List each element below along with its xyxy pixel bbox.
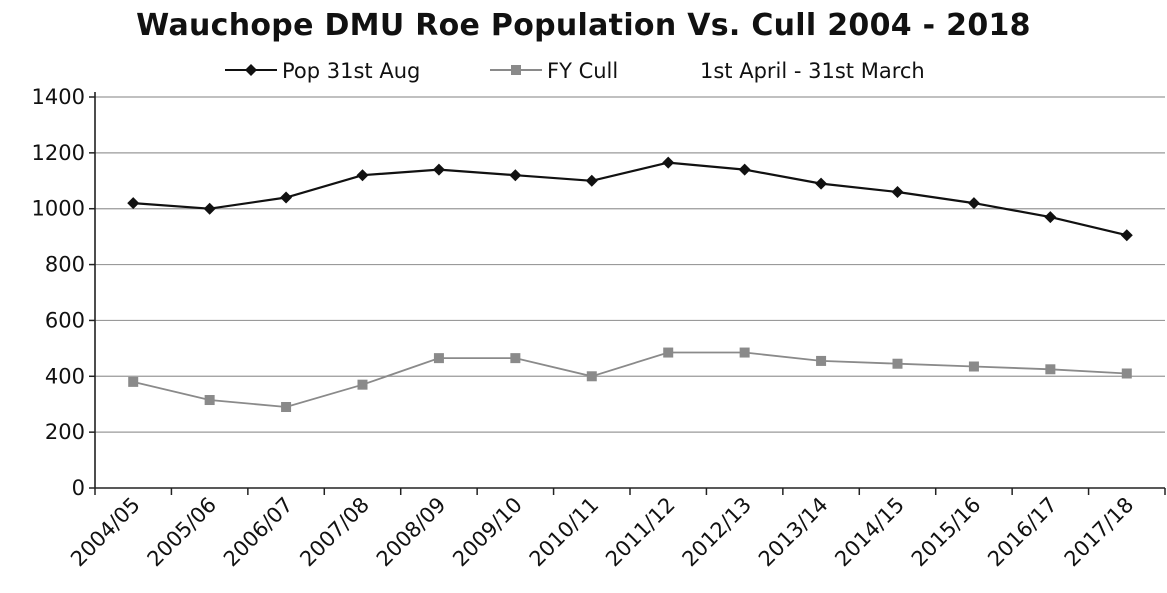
legend-marker <box>511 65 521 75</box>
y-tick-label: 600 <box>45 308 85 332</box>
x-tick-label: 2006/07 <box>219 493 298 572</box>
x-tick-label: 2007/08 <box>295 493 374 572</box>
legend-label: FY Cull <box>547 59 618 83</box>
data-point <box>967 197 980 210</box>
data-point <box>509 169 522 182</box>
x-tick-label: 2012/13 <box>678 493 757 572</box>
x-tick-label: 2011/12 <box>601 493 680 572</box>
chart-title: Wauchope DMU Roe Population Vs. Cull 200… <box>136 8 1031 43</box>
y-tick-label: 200 <box>45 420 85 444</box>
x-tick-label: 2013/14 <box>754 493 833 572</box>
x-tick-label: 2004/05 <box>66 493 145 572</box>
y-tick-label: 1400 <box>32 85 85 109</box>
data-point <box>738 163 751 176</box>
data-point <box>203 202 216 215</box>
data-point <box>432 163 445 176</box>
data-point <box>281 402 292 413</box>
data-point <box>127 197 140 210</box>
legend-label: Pop 31st Aug <box>282 59 420 83</box>
data-point <box>204 395 215 406</box>
data-point <box>357 379 368 390</box>
data-point <box>1045 364 1056 375</box>
data-point <box>1120 229 1133 242</box>
data-point <box>280 191 293 204</box>
data-point <box>356 169 369 182</box>
data-point <box>739 347 750 358</box>
series-line <box>132 351 1127 408</box>
data-point <box>586 371 597 382</box>
data-point <box>433 353 444 364</box>
data-point <box>1044 211 1057 224</box>
y-tick-label: 800 <box>45 253 85 277</box>
y-tick-label: 1200 <box>32 141 85 165</box>
y-tick-label: 1000 <box>32 197 85 221</box>
data-point <box>891 185 904 198</box>
data-point <box>892 358 903 369</box>
data-point <box>968 361 979 372</box>
x-tick-label: 2010/11 <box>525 493 604 572</box>
data-point <box>663 347 674 358</box>
data-point <box>510 353 521 364</box>
x-tick-label: 2009/10 <box>448 493 527 572</box>
legend-note: 1st April - 31st March <box>700 59 925 83</box>
data-point <box>128 376 139 387</box>
data-point <box>662 156 675 169</box>
data-point <box>1121 368 1132 379</box>
x-tick-label: 2015/16 <box>907 493 986 572</box>
y-tick-label: 0 <box>72 476 85 500</box>
series-line <box>133 161 1128 237</box>
x-tick-label: 2014/15 <box>830 493 909 572</box>
x-tick-label: 2017/18 <box>1060 493 1139 572</box>
legend-marker <box>245 64 257 76</box>
data-point <box>585 174 598 187</box>
y-tick-label: 400 <box>45 364 85 388</box>
data-point <box>816 355 827 366</box>
x-tick-label: 2005/06 <box>143 493 222 572</box>
x-tick-label: 2008/09 <box>372 493 451 572</box>
x-tick-label: 2016/17 <box>983 493 1062 572</box>
data-point <box>815 177 828 190</box>
